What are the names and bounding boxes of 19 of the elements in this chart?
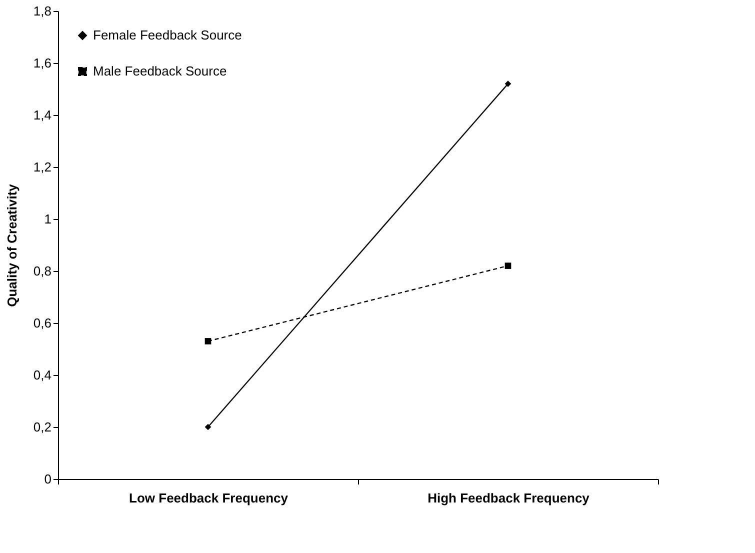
point [504,80,512,87]
legend-label: Female Feedback Source [93,28,242,42]
legend-label: Male Feedback Source [93,64,227,78]
y-tick-label: 1,4 [33,108,52,122]
point [204,338,212,344]
y-tick-label: 1,2 [33,160,52,174]
y-tick-label: 0,8 [33,264,52,278]
y-tick-label: 0 [44,472,52,486]
x-tick-label: High Feedback Frequency [428,490,590,506]
point [504,262,512,269]
x-tick-label: Low Feedback Frequency [129,490,289,506]
y-tick-label: 0,2 [33,420,52,434]
y-tick-label: 0,4 [33,368,52,382]
y-tick-label: 0,6 [33,316,52,330]
point [204,424,212,430]
y-tick-label: 1 [44,212,52,226]
y-tick-label: 1,6 [33,56,52,70]
y-tick-label: 1,8 [33,4,52,18]
y-axis-title: Quality of Creativity [4,183,20,307]
